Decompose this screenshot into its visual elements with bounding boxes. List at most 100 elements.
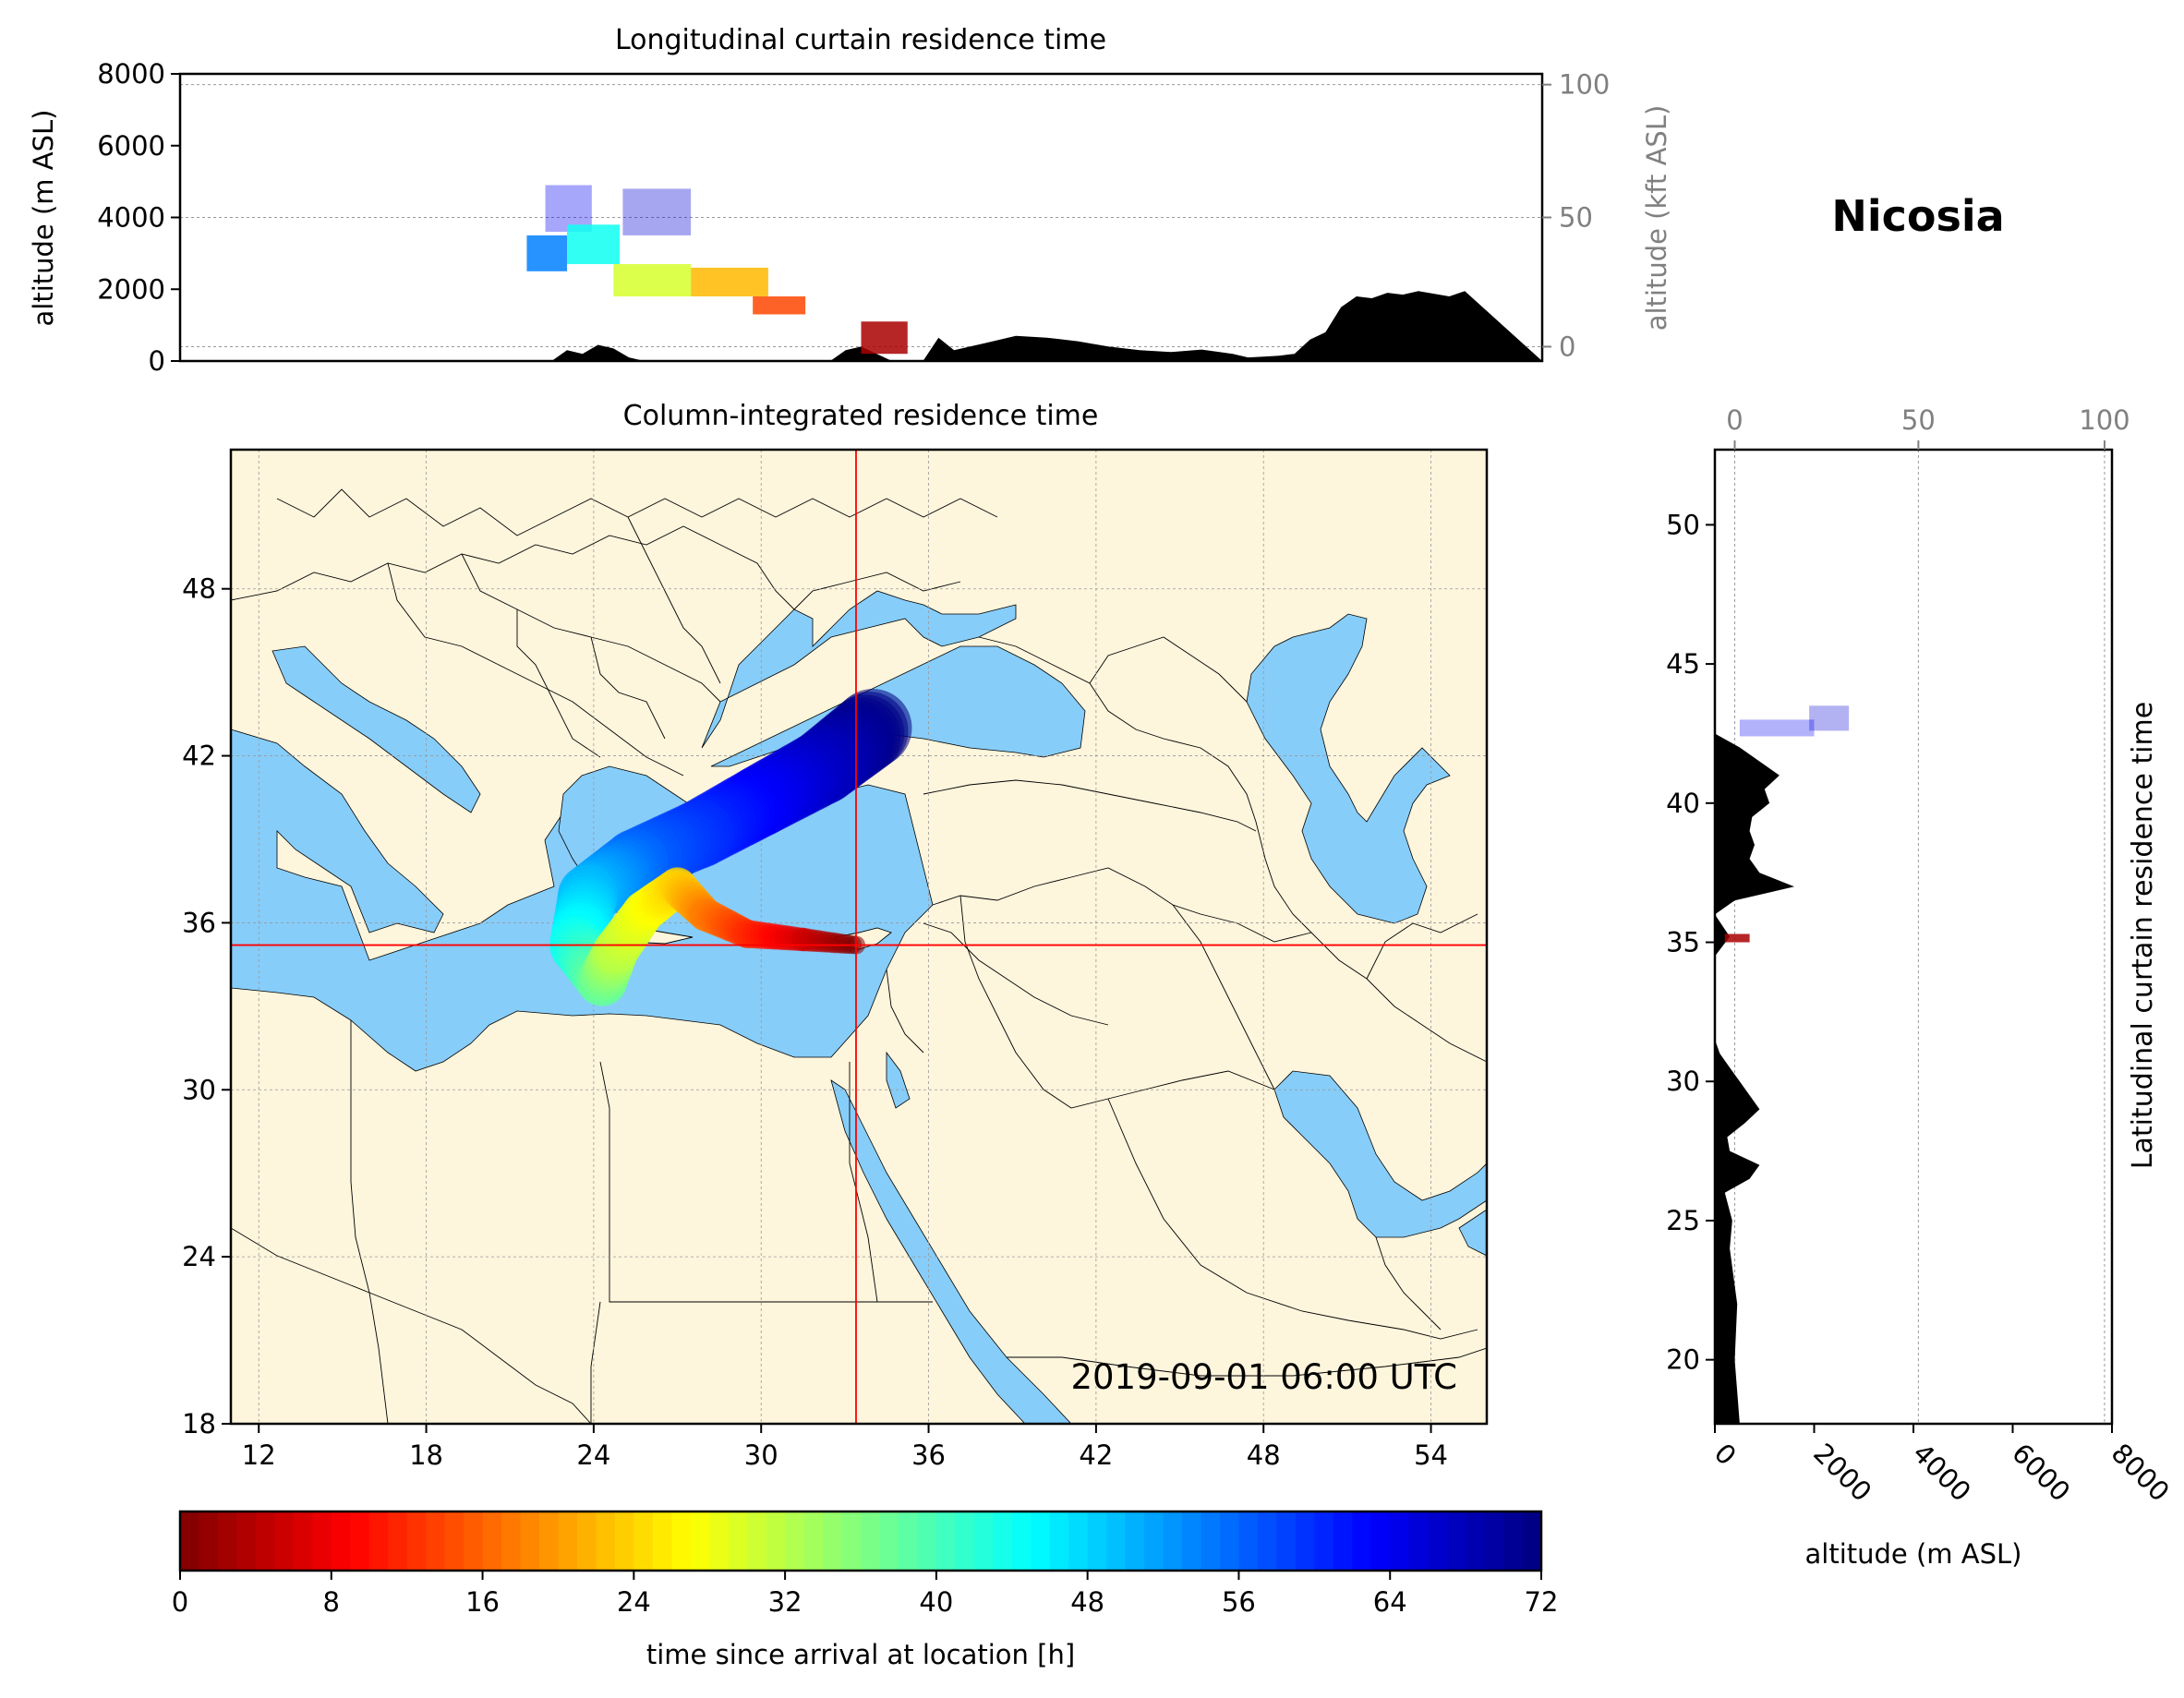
adriatic-sea: [271, 645, 481, 813]
colorbar-segment: [671, 1511, 692, 1571]
colorbar-segment: [1201, 1511, 1221, 1571]
colorbar-segment: [520, 1511, 540, 1571]
lon-y-tick-label: 2000: [97, 273, 165, 305]
lat-y-tick-label: 30: [1666, 1066, 1700, 1097]
colorbar-segment: [180, 1511, 200, 1571]
map-x-tick-label: 36: [911, 1439, 946, 1471]
colorbar-segment: [1314, 1511, 1334, 1571]
colorbar-segment: [293, 1511, 313, 1571]
lon-y-tick-label: 4000: [97, 202, 165, 234]
map-y-tick-label: 18: [182, 1408, 216, 1439]
longitudinal-right-y-ticks: 0 50 100: [1542, 69, 1610, 362]
map-y-tick-label: 42: [182, 741, 216, 772]
latitudinal-x-label: altitude (m ASL): [1805, 1538, 2022, 1570]
colorbar-tick-label: 0: [172, 1586, 188, 1618]
colorbar-segment: [1031, 1511, 1051, 1571]
colorbar-segment: [388, 1511, 408, 1571]
lat-top-x-tick-label: 50: [1901, 404, 1936, 436]
colorbar-segment: [1352, 1511, 1372, 1571]
colorbar-tick-label: 72: [1525, 1586, 1559, 1618]
latitudinal-terrain: [1715, 450, 1794, 1424]
longitudinal-plume: [526, 185, 908, 355]
lon-plume-block: [526, 235, 568, 271]
lat-x-tick-label: 8000: [2106, 1438, 2176, 1508]
colorbar-segment: [709, 1511, 730, 1571]
colorbar-segment: [898, 1511, 919, 1571]
gulf-of-oman: [1458, 1209, 1487, 1257]
colorbar-segment: [823, 1511, 843, 1571]
lon-right-y-tick-label: 100: [1559, 69, 1610, 101]
lon-right-y-tick-label: 0: [1559, 331, 1575, 362]
latitudinal-curtain-panel: 0 2000 4000 6000 8000 0 50 100 20253035404550 …: [1666, 404, 2176, 1570]
lat-plume-block: [1724, 933, 1750, 943]
colorbar-segment: [501, 1511, 522, 1571]
colorbar-segment: [614, 1511, 634, 1571]
colorbar-segment: [406, 1511, 427, 1571]
lon-plume-block: [861, 321, 908, 355]
lon-y-tick-label: 0: [149, 345, 165, 377]
map-x-tick-label: 54: [1414, 1439, 1448, 1471]
lat-plume-block: [1739, 719, 1815, 737]
colorbar-segment: [1466, 1511, 1486, 1571]
latitudinal-x-ticks: 0 2000 4000 6000 8000: [1708, 1424, 2176, 1508]
colorbar-segment: [199, 1511, 219, 1571]
colorbar-segment: [766, 1511, 786, 1571]
colorbar-segment: [596, 1511, 616, 1571]
colorbar-segment: [785, 1511, 805, 1571]
colorbar-segments: [180, 1511, 1542, 1571]
map-y-tick-label: 24: [182, 1241, 216, 1272]
colorbar-segment: [1428, 1511, 1448, 1571]
map-axes-frame: [229, 448, 1489, 1426]
map-x-tick-label: 48: [1247, 1439, 1281, 1471]
latitudinal-y-ticks: 20 25 30 35 40 45 50: [1666, 509, 1715, 1376]
colorbar-tick-label: 32: [768, 1586, 802, 1618]
colorbar-segment: [1522, 1511, 1542, 1571]
colorbar-segment: [879, 1511, 899, 1571]
colorbar-segment: [464, 1511, 484, 1571]
latitudinal-curtain-title: Latitudinal curtain residence time: [2127, 702, 2159, 1169]
colorbar-tick-label: 56: [1222, 1586, 1256, 1618]
colorbar-segment: [841, 1511, 862, 1571]
colorbar-segment: [1390, 1511, 1410, 1571]
map-x-tick-label: 18: [409, 1439, 443, 1471]
colorbar-segment: [1446, 1511, 1466, 1571]
colorbar-segment: [558, 1511, 578, 1571]
colorbar-segment: [426, 1511, 446, 1571]
location-name: Nicosia: [1831, 191, 2004, 241]
colorbar-segment: [1333, 1511, 1353, 1571]
colorbar-segment: [1106, 1511, 1127, 1571]
colorbar-segment: [917, 1511, 937, 1571]
colorbar-segment: [1182, 1511, 1202, 1571]
latitudinal-top-x-ticks: 0 50 100: [1726, 404, 2130, 450]
colorbar-segment: [538, 1511, 560, 1571]
lat-y-tick-label: 40: [1666, 788, 1700, 819]
colorbar-segment: [1238, 1511, 1259, 1571]
lon-plume-block: [753, 296, 806, 315]
colorbar-segment: [1011, 1511, 1032, 1571]
colorbar-tick-label: 24: [617, 1586, 651, 1618]
lon-plume-block: [622, 188, 692, 235]
colorbar-segment: [1295, 1511, 1315, 1571]
colorbar-segment: [1257, 1511, 1277, 1571]
latitudinal-gridlines: [1734, 450, 2106, 1424]
colorbar-segment: [633, 1511, 654, 1571]
gulf-of-aqaba: [886, 1051, 911, 1109]
colorbar-segment: [1503, 1511, 1524, 1571]
colorbar-segment: [368, 1511, 389, 1571]
map-panel: Column-integrated residence time: [182, 400, 1489, 1471]
colorbar-segment: [993, 1511, 1013, 1571]
colorbar-segment: [935, 1511, 956, 1571]
colorbar-segment: [1276, 1511, 1297, 1571]
colorbar-label: time since arrival at location [h]: [646, 1639, 1075, 1670]
map-plume: [549, 689, 912, 1006]
longitudinal-y-ticks: 0 2000 4000 6000 8000: [97, 58, 180, 377]
map-x-tick-label: 30: [744, 1439, 778, 1471]
lat-x-tick-label: 2000: [1807, 1438, 1877, 1508]
lat-terrain-area: [1715, 450, 1794, 1424]
colorbar-tick-label: 64: [1373, 1586, 1407, 1618]
latitudinal-axes-frame: [1713, 448, 2114, 1426]
map-x-tick-label: 24: [576, 1439, 610, 1471]
colorbar-segment: [690, 1511, 710, 1571]
colorbar-segment: [331, 1511, 351, 1571]
colorbar-segment: [217, 1511, 238, 1571]
